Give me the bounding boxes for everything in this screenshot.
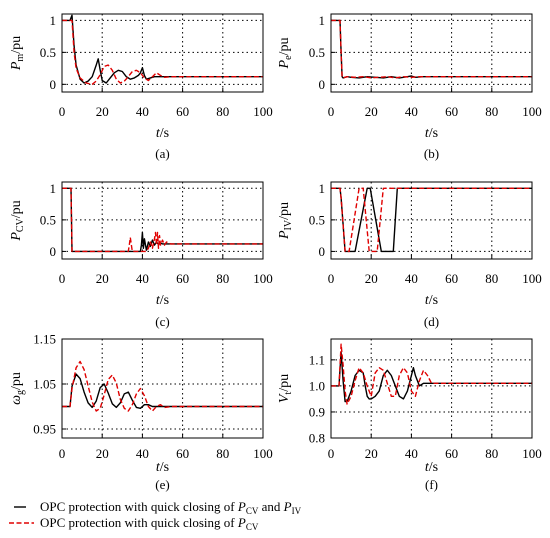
y-axis-label: PCV/pu: [9, 200, 26, 241]
x-tick-label: 60: [176, 446, 189, 461]
x-axis-label: t/s: [156, 293, 169, 308]
series-line-black: [331, 351, 532, 403]
y-tick-label: 0: [50, 77, 57, 92]
y-tick-label: 0.5: [309, 45, 325, 60]
y-tick-label: 1.05: [33, 377, 56, 392]
y-tick-label: 1: [319, 181, 326, 196]
series-line-red: [62, 360, 263, 412]
x-tick-label: 0: [59, 104, 66, 119]
y-axis-label: Pm/pu: [9, 36, 26, 71]
x-axis-label: t/s: [156, 126, 169, 141]
subplot-d: 0 20 40 60 80 100 0 0.5 1 t/s PIV/pu (d): [277, 181, 542, 329]
x-tick-label: 20: [96, 104, 109, 119]
x-tick-label: 40: [136, 271, 149, 286]
subplot-c: 0 20 40 60 80 100 0 0.5 1 t/s PCV/pu (c): [9, 181, 273, 329]
series-line-red: [331, 187, 532, 253]
subplot-b: 0 20 40 60 80 100 0 0.5 1 t/s Pe/pu (b): [277, 13, 542, 161]
y-axis-label: Pe/pu: [277, 38, 294, 70]
plot-frame: [61, 13, 264, 93]
legend: OPC protection with quick closing of PCV…: [9, 499, 302, 532]
y-tick-label: 0: [319, 244, 326, 259]
x-tick-label: 0: [59, 446, 66, 461]
x-tick-label: 60: [176, 271, 189, 286]
x-tick-label: 60: [445, 446, 458, 461]
x-tick-label: 100: [522, 104, 542, 119]
x-tick-label: 60: [176, 104, 189, 119]
y-tick-label: 1: [319, 13, 326, 28]
y-tick-label: 0.9: [309, 404, 325, 419]
x-tick-label: 80: [485, 104, 498, 119]
subplot-a: 0 20 40 60 80 100 0 0.5 1 t/s Pm/pu (a): [9, 13, 273, 161]
y-tick-label: 0.5: [40, 212, 56, 227]
subplot-e: 0 20 40 60 80 100 0.95 1.05 1.15 t/s ωg/pu (e): [9, 332, 273, 493]
x-tick-label: 100: [522, 446, 542, 461]
subplot-caption: (b): [424, 146, 439, 161]
x-tick-label: 80: [216, 104, 229, 119]
x-tick-label: 100: [253, 446, 273, 461]
x-axis-label: t/s: [425, 460, 438, 475]
x-tick-label: 0: [59, 271, 66, 286]
x-tick-label: 60: [445, 104, 458, 119]
plot-frame: [330, 13, 533, 93]
x-tick-label: 20: [365, 104, 378, 119]
x-tick-label: 80: [216, 446, 229, 461]
y-tick-label: 0: [319, 77, 326, 92]
series-line-red: [331, 343, 532, 405]
legend-text-red: OPC protection with quick closing of PCV: [40, 515, 259, 532]
plot-frame: [330, 181, 533, 260]
x-tick-label: 0: [328, 271, 335, 286]
x-tick-label: 80: [216, 271, 229, 286]
x-tick-label: 40: [136, 446, 149, 461]
y-tick-label: 0.5: [40, 45, 56, 60]
x-tick-label: 100: [522, 271, 542, 286]
series-line-red: [62, 19, 263, 85]
x-axis-label: t/s: [425, 293, 438, 308]
y-axis-label: PIV/pu: [277, 202, 294, 240]
series-line-red: [331, 19, 532, 79]
y-tick-label: 0.8: [309, 431, 325, 446]
y-tick-label: 0.95: [33, 422, 56, 437]
x-tick-label: 20: [96, 446, 109, 461]
subplot-caption: (c): [155, 314, 169, 329]
series-line-black: [62, 14, 263, 84]
x-tick-label: 60: [445, 271, 458, 286]
y-tick-label: 1.1: [309, 352, 325, 367]
subplot-f: 0 20 40 60 80 100 0.8 0.9 1.0 1.1 t/s Vt/pu (f): [277, 338, 542, 492]
subplot-caption: (e): [155, 477, 169, 492]
y-tick-label: 1.0: [309, 378, 325, 393]
x-tick-label: 40: [405, 446, 418, 461]
x-tick-label: 80: [485, 446, 498, 461]
y-tick-label: 0.5: [309, 212, 325, 227]
x-axis-label: t/s: [156, 460, 169, 475]
series-line-black: [62, 373, 263, 409]
x-axis-label: t/s: [425, 126, 438, 141]
y-axis-label: ωg/pu: [9, 372, 26, 405]
y-tick-label: 0: [50, 244, 57, 259]
subplot-caption: (f): [425, 477, 438, 492]
y-tick-label: 1.15: [33, 332, 56, 347]
x-tick-label: 40: [405, 271, 418, 286]
plot-frame: [61, 181, 264, 260]
x-tick-label: 100: [253, 271, 273, 286]
x-tick-label: 20: [365, 446, 378, 461]
x-tick-label: 20: [96, 271, 109, 286]
legend-text-black: OPC protection with quick closing of PCV…: [40, 499, 302, 516]
plot-frame: [61, 338, 264, 439]
y-axis-label: Vt/pu: [277, 374, 294, 403]
series-line-black: [331, 19, 532, 79]
x-tick-label: 80: [485, 271, 498, 286]
subplot-caption: (a): [155, 146, 169, 161]
x-tick-label: 20: [365, 271, 378, 286]
x-tick-label: 0: [328, 446, 335, 461]
x-tick-label: 100: [253, 104, 273, 119]
subplot-caption: (d): [424, 314, 439, 329]
series-line-red: [62, 187, 263, 253]
x-tick-label: 40: [136, 104, 149, 119]
y-tick-label: 1: [50, 181, 57, 196]
x-tick-label: 40: [405, 104, 418, 119]
x-tick-label: 0: [328, 104, 335, 119]
plot-frame: [330, 338, 533, 439]
y-tick-label: 1: [50, 13, 57, 28]
